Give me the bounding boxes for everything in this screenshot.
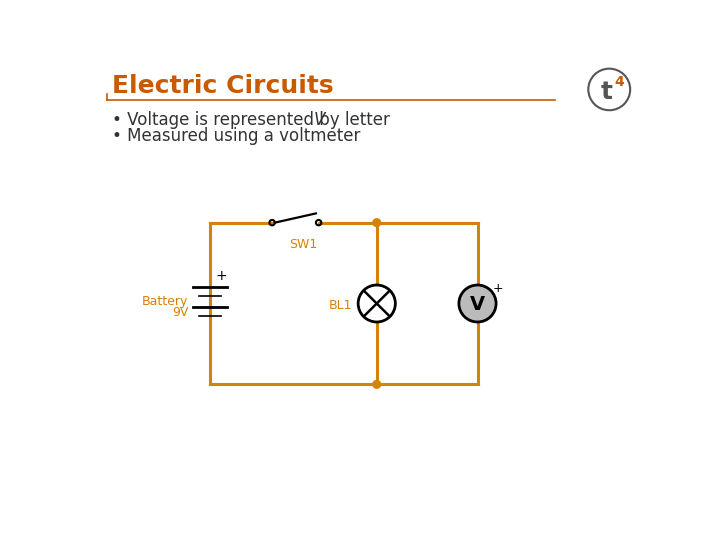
Text: +: +: [492, 281, 503, 295]
Circle shape: [358, 285, 395, 322]
Text: Battery: Battery: [142, 295, 189, 308]
Text: • Voltage is represented by letter: • Voltage is represented by letter: [112, 111, 395, 129]
Text: 9V: 9V: [172, 306, 189, 319]
Text: BL1: BL1: [328, 299, 352, 312]
Text: t: t: [600, 80, 612, 104]
Text: • Measured using a voltmeter: • Measured using a voltmeter: [112, 127, 360, 145]
Text: V: V: [313, 111, 325, 129]
Text: Electric Circuits: Electric Circuits: [112, 75, 333, 98]
Circle shape: [459, 285, 496, 322]
Circle shape: [373, 219, 381, 226]
Text: V: V: [470, 295, 485, 314]
Circle shape: [373, 381, 381, 388]
Text: 4: 4: [614, 75, 624, 89]
Text: SW1: SW1: [289, 238, 318, 251]
Text: +: +: [215, 269, 227, 283]
